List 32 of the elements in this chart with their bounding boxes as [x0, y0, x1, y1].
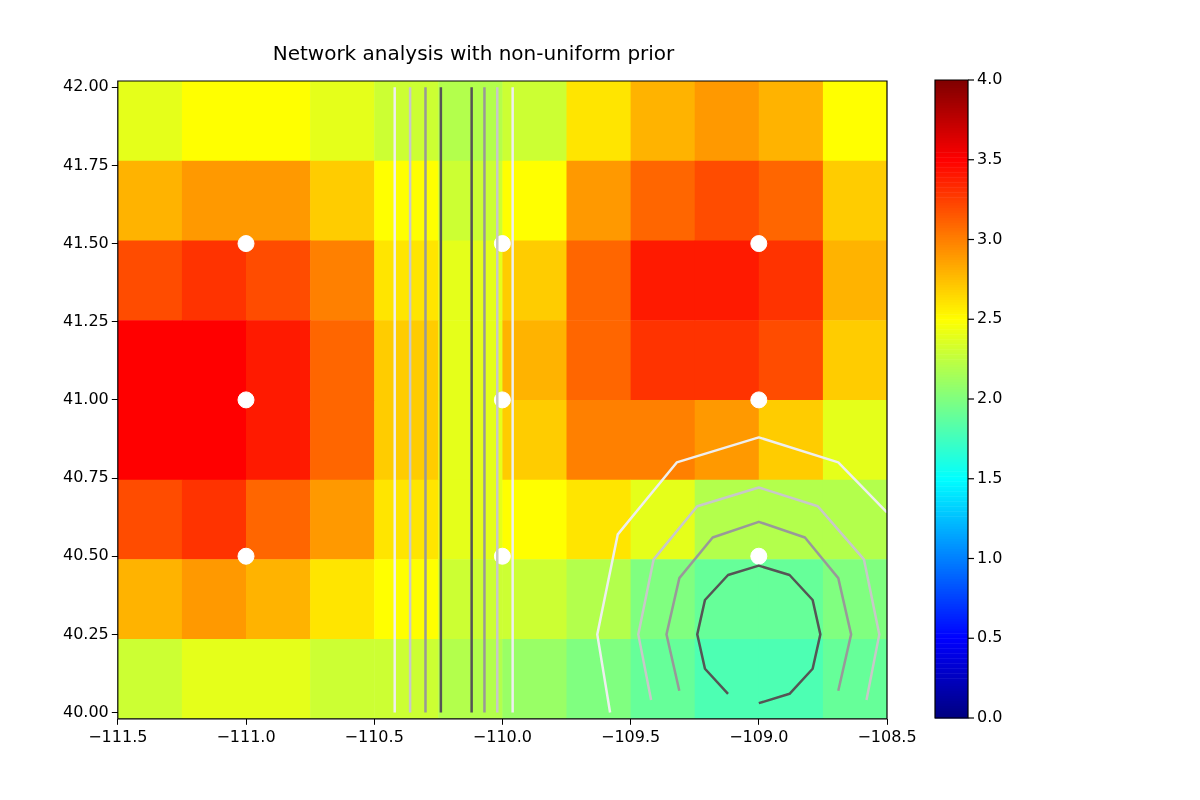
x-tick-label: −110.0: [472, 726, 533, 746]
point: [750, 235, 768, 253]
y-tick-label: 42.00: [62, 76, 109, 96]
y-tick-label: 40.50: [62, 545, 109, 565]
point: [237, 391, 255, 409]
color-bar-label: 4.0: [977, 69, 1003, 89]
y-tick-label: 41.25: [62, 310, 109, 330]
y-tick-label: 40.00: [62, 701, 109, 721]
x-tick-label: −110.5: [344, 726, 404, 746]
x-tick-label: −109.5: [600, 726, 661, 746]
x-tick-label: −108.5: [857, 726, 917, 746]
y-tick-label: 41.75: [62, 154, 109, 174]
color-bar-label: 0.5: [977, 627, 1003, 647]
y-tick-label: 41.50: [62, 232, 109, 252]
color-bar-label: 3.5: [977, 148, 1003, 168]
x-tick-label: −109.0: [729, 726, 789, 746]
y-tick-label: 40.75: [62, 467, 109, 487]
color-bar-label: 2.0: [977, 388, 1003, 408]
x-tick-label: −111.0: [216, 726, 276, 746]
color-bar-label: 3.0: [977, 228, 1003, 248]
color-bar-label: 1.5: [977, 467, 1003, 487]
color-bar-label: 1.0: [977, 547, 1003, 567]
chart-title: Network analysis with non-uniform prior: [272, 41, 676, 66]
point: [237, 547, 255, 565]
color-bar-label: 0.0: [977, 707, 1003, 727]
y-tick-label: 41.00: [62, 389, 109, 409]
point: [750, 391, 768, 409]
y-tick-label: 40.25: [62, 623, 109, 643]
point: [750, 547, 768, 565]
color-bar-label: 2.5: [977, 308, 1003, 328]
x-tick-label: −111.5: [88, 726, 148, 746]
point: [237, 235, 255, 253]
